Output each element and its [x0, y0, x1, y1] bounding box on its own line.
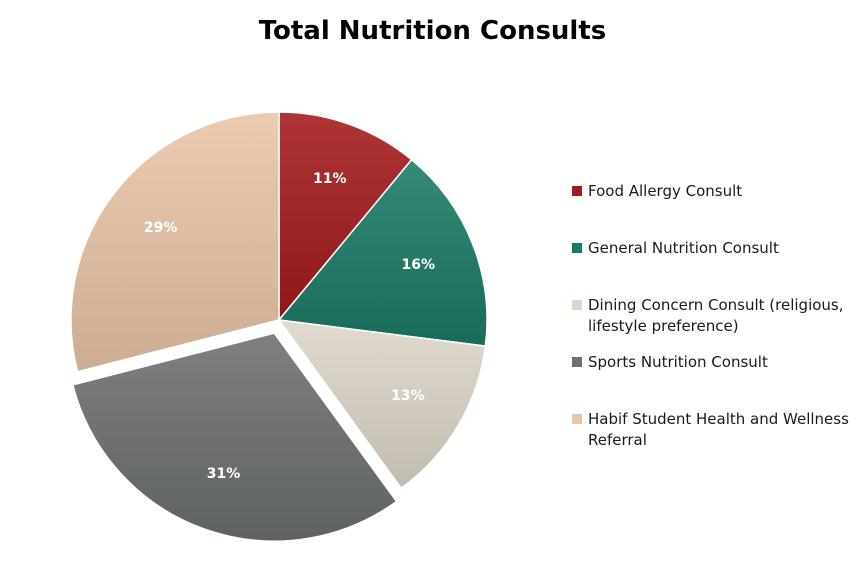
legend-label: Sports Nutrition Consult [588, 353, 768, 371]
legend-swatch [572, 357, 582, 367]
slice-label: 11% [313, 171, 347, 187]
pie-slice-sports-nutrition-consult [71, 332, 398, 542]
legend-swatch [572, 414, 582, 424]
legend-swatch [572, 186, 582, 196]
pie-slice-dining-concern-consult-religious-lifestyle-preference [277, 319, 487, 490]
legend-item: Sports Nutrition Consult [572, 352, 860, 373]
legend-item: Dining Concern Consult (religious, lifes… [572, 295, 860, 337]
legend-item: General Nutrition Consult [572, 238, 860, 259]
pie-slice-habif-student-health-and-wellness-referral [70, 111, 280, 373]
legend-swatch [572, 300, 582, 310]
legend-item: Habif Student Health and Wellness Referr… [572, 409, 860, 451]
slice-label: 13% [391, 388, 425, 404]
slice-label: 16% [401, 257, 435, 273]
legend-label: General Nutrition Consult [588, 239, 779, 257]
slice-label: 29% [144, 220, 178, 236]
legend-swatch [572, 243, 582, 253]
legend-label: Food Allergy Consult [588, 182, 743, 200]
slice-label: 31% [207, 466, 241, 482]
legend-label: Dining Concern Consult (religious, lifes… [588, 296, 844, 335]
pie-slice-food-allergy-consult [278, 111, 413, 323]
pie-slice-general-nutrition-consult [277, 158, 488, 347]
legend-item: Food Allergy Consult [572, 181, 860, 202]
chart-title: Total Nutrition Consults [258, 16, 607, 46]
legend-label: Habif Student Health and Wellness Referr… [588, 410, 849, 449]
